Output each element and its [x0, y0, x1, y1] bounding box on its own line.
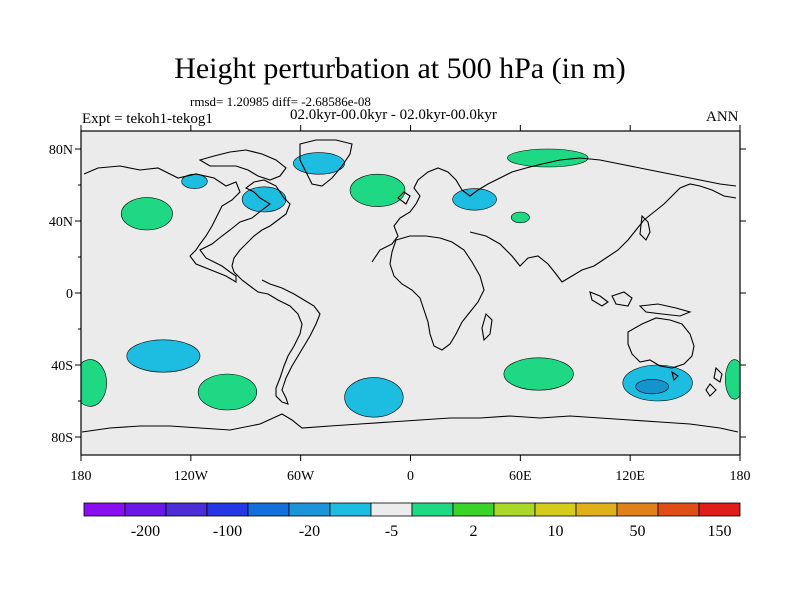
anomaly-north-atlantic-positive: [349, 173, 406, 207]
anomaly-siberia-positive: [507, 148, 589, 168]
colorbar-swatch: [288, 502, 331, 517]
anomaly-europe-negative: [452, 188, 497, 211]
map-background: [81, 131, 740, 455]
colorbar-swatch: [616, 502, 659, 517]
colorbar-label: 2: [470, 523, 478, 540]
anomaly-greenland-negative: [293, 152, 345, 175]
lat-tick-label: 40S: [51, 359, 73, 374]
colorbar-label: -5: [385, 523, 398, 540]
anomaly-south-pacific-negative: [126, 339, 201, 373]
lat-tick-label: 80S: [51, 431, 73, 446]
colorbar-swatch: [247, 502, 290, 517]
colorbar-swatch: [452, 502, 495, 517]
anomaly-dateline-south-positive-west: [81, 359, 107, 407]
colorbar-swatch: [534, 502, 577, 517]
plot-title: Height perturbation at 500 hPa (in m): [174, 52, 626, 85]
anomaly-south-atlantic-negative: [344, 377, 404, 418]
season-label: ANN: [706, 109, 739, 125]
lon-tick-label: 0: [407, 469, 414, 484]
colorbar-swatch: [493, 502, 536, 517]
colorbar-label: -100: [213, 523, 242, 540]
lat-tick-label: 0: [66, 287, 73, 302]
anomaly-north-pacific-positive: [120, 197, 173, 231]
lat-tick-label: 80N: [49, 143, 73, 158]
colorbar-label: -200: [131, 523, 160, 540]
lon-tick-label: 120W: [174, 469, 209, 484]
colorbar-swatch: [83, 502, 126, 517]
anomaly-southeast-pacific-positive: [197, 373, 258, 411]
colorbar-swatch: [698, 502, 741, 517]
lon-tick-label: 180: [730, 469, 751, 484]
rmsd-stats: rmsd= 1.20985 diff= -2.68586e-08: [190, 94, 371, 109]
lon-tick-label: 180: [71, 469, 92, 484]
colorbar-swatch: [165, 502, 208, 517]
colorbar-swatch: [657, 502, 700, 517]
colorbar-label: 150: [708, 523, 732, 540]
colorbar-label: -20: [299, 523, 320, 540]
colorbar-label: 50: [630, 523, 646, 540]
colorbar-swatch: [370, 502, 413, 517]
experiment-label: Expt = tekoh1-tekog1: [82, 111, 213, 127]
colorbar-swatch: [124, 502, 167, 517]
lon-tick-label: 60W: [287, 469, 315, 484]
colorbar-label: 10: [548, 523, 564, 540]
anomaly-dateline-south-positive-east: [725, 359, 740, 400]
colorbar-swatch: [575, 502, 618, 517]
lat-tick-label: 40N: [49, 215, 73, 230]
coastlines: [81, 139, 739, 433]
anomaly-contours: [81, 148, 740, 418]
lon-tick-label: 60E: [509, 469, 532, 484]
lon-tick-label: 120E: [615, 469, 645, 484]
anomaly-south-australia-core: [635, 379, 669, 395]
colorbar-swatch: [329, 502, 372, 517]
anomaly-southern-indian-positive: [503, 357, 574, 391]
period-label: 02.0kyr-00.0kyr - 02.0kyr-00.0kyr: [290, 107, 497, 123]
colorbar-swatch: [411, 502, 454, 517]
anomaly-central-asia-positive: [510, 211, 530, 224]
colorbar-swatch: [206, 502, 249, 517]
